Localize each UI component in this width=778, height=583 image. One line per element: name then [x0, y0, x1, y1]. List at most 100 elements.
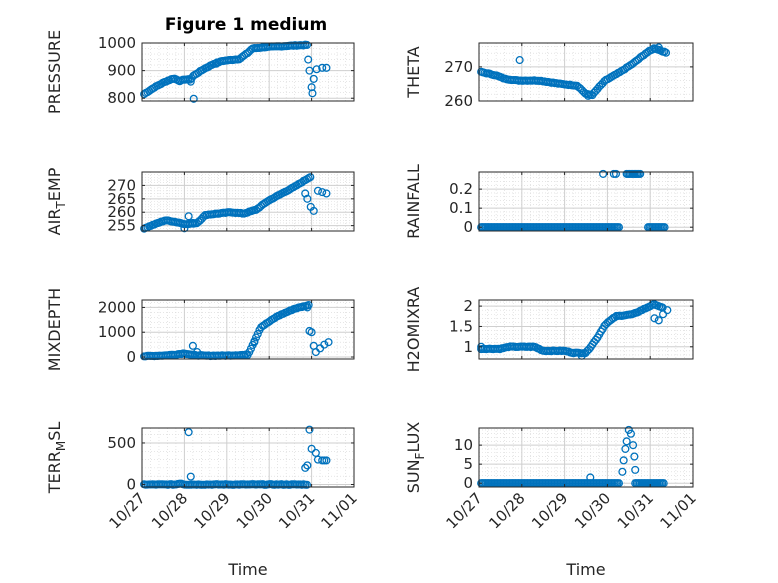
panel-4-y-tick-label: 0.2	[449, 180, 473, 198]
panel-5-y-axis-label: MIXDEPTH	[45, 288, 64, 371]
panel-1-y-axis-label: PRESSURE	[45, 30, 64, 114]
panel-2-marker	[515, 56, 524, 65]
panel-7-y-axis-label: TERRMSL	[45, 422, 68, 495]
panel-5-marker	[188, 341, 197, 350]
panel-1-marker	[318, 63, 327, 72]
panel-3-marker	[318, 188, 327, 197]
panel-8-marker	[618, 467, 627, 476]
panel-4-marker	[599, 169, 608, 178]
panel-3-marker	[303, 194, 312, 203]
panel-7-marker	[184, 428, 193, 437]
panel-6-marker	[654, 316, 663, 325]
panel-1-y-tick-label: 800	[107, 89, 136, 107]
panel-7-marker	[301, 463, 310, 472]
panel-3-y-tick-label: 270	[107, 176, 136, 194]
panel-6-y-tick-label: 1.5	[449, 317, 473, 335]
panel-7-marker	[302, 480, 311, 489]
panel-7-x-tick-label: 10/29	[190, 489, 233, 532]
panel-8-y-axis-label-tail: LUX	[404, 422, 423, 453]
panel-8-y-axis-label-subscript: F	[413, 452, 427, 459]
panel-8-marker	[630, 452, 639, 461]
panel-6-marker	[658, 310, 668, 319]
panel-5-marker	[303, 303, 312, 312]
panel-1-marker	[186, 77, 195, 86]
panel-5-marker	[307, 328, 316, 337]
panel-1-marker	[189, 94, 198, 103]
panel-2-marker	[661, 48, 671, 57]
panel-6-y-tick-label: 1	[463, 338, 473, 356]
panel-7-x-axis-label: Time	[227, 560, 267, 579]
panel-3-marker	[322, 189, 331, 198]
panel-8-axes-box	[478, 427, 694, 488]
panel-6-marker	[477, 342, 486, 351]
panel-7-marker	[186, 472, 195, 481]
panel-8-x-tick-label: 10/28	[485, 489, 528, 532]
panel-1-y-tick-label: 900	[107, 62, 136, 80]
panel-6-y-axis-label: H2OMIXRA	[404, 287, 423, 373]
panel-3-marker	[180, 224, 189, 233]
panel-1-marker	[312, 65, 321, 74]
panel-3-y-axis-label: AIRTEMP	[45, 167, 68, 235]
panel-7-x-tick-label: 10/31	[275, 489, 318, 532]
panel-8-plot-area	[479, 428, 693, 487]
panel-3-y-tick-label: 260	[107, 203, 136, 221]
panel-4-plot-area	[479, 172, 693, 231]
panel-5-marker	[324, 338, 333, 347]
panel-3-marker	[188, 218, 197, 228]
panel-5-y-tick-label: 2000	[98, 298, 136, 316]
panel-7-marker	[303, 461, 312, 470]
panel-7-y-axis-label-main: TERR	[45, 451, 64, 494]
panel-3-y-tick-label: 255	[107, 217, 136, 235]
panel-7-y-tick-label: 500	[107, 434, 136, 452]
panel-8-marker	[622, 437, 631, 446]
panel-5-marker	[246, 344, 256, 353]
panel-8-x-tick-label: 10/27	[443, 489, 486, 532]
panel-1-marker	[302, 40, 311, 50]
panel-5-y-tick-label: 1000	[98, 323, 136, 341]
panel-8-x-axis-label: Time	[565, 560, 605, 579]
panel-7-y-axis-label-tail: SL	[45, 422, 64, 441]
panel-8-y-tick-label: 0	[463, 474, 473, 492]
panel-8-marker	[619, 456, 628, 465]
panel-2-marker	[654, 43, 663, 52]
panel-3-marker	[301, 189, 310, 198]
panel-8-y-tick-label: 5	[463, 455, 473, 473]
panel-3-y-axis-label-main: AIR	[45, 209, 64, 236]
panel-6-marker	[663, 306, 672, 315]
panel-8-x-tick-label: 10/30	[571, 489, 614, 532]
panel-1-marker	[322, 63, 331, 72]
panel-4-marker	[636, 169, 645, 178]
panel-1-axes-box	[141, 42, 355, 102]
panel-8-y-axis-label: SUNFLUX	[404, 422, 427, 494]
panel-8-marker	[626, 429, 635, 438]
panel-1-marker	[305, 66, 314, 75]
panel-7-marker	[305, 425, 314, 434]
panel-5-marker	[193, 348, 202, 357]
panel-5-y-tick-label: 0	[126, 348, 136, 366]
panel-7-x-tick-label: 10/30	[233, 489, 276, 532]
panel-2-y-axis-label: THETA	[404, 46, 423, 98]
panel-7-marker	[307, 444, 316, 453]
panel-7-y-axis-label-subscript: M	[54, 441, 68, 451]
panel-8-y-tick-label: 10	[454, 436, 473, 454]
panel-5-marker	[320, 340, 329, 349]
panel-2-marker	[584, 91, 593, 100]
panel-3-y-axis-label-tail: EMP	[45, 167, 64, 201]
panel-1-marker	[309, 74, 318, 83]
panel-6-marker	[650, 314, 659, 323]
panel-8-marker	[621, 444, 630, 453]
panel-8-marker	[631, 465, 640, 474]
panel-7-y-tick-label: 0	[126, 476, 136, 494]
panel-6-y-tick-label: 2	[463, 297, 473, 315]
panel-4-marker	[611, 169, 621, 178]
panel-8-x-tick-label: 10/31	[614, 489, 657, 532]
panel-3-axes-box	[141, 171, 355, 232]
panel-2-y-tick-label: 260	[444, 92, 473, 110]
panel-7-x-tick-label: 10/28	[148, 489, 191, 532]
panel-7-x-tick-label: 10/27	[106, 489, 149, 532]
panel-3-y-tick-label: 265	[107, 190, 136, 208]
panel-1-marker	[308, 89, 317, 98]
panel-6-axes-box	[478, 299, 694, 360]
panel-4-y-axis-label: RAINFALL	[404, 164, 423, 239]
